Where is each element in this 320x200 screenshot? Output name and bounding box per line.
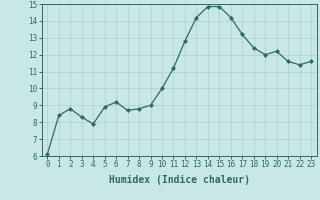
X-axis label: Humidex (Indice chaleur): Humidex (Indice chaleur) [109, 175, 250, 185]
